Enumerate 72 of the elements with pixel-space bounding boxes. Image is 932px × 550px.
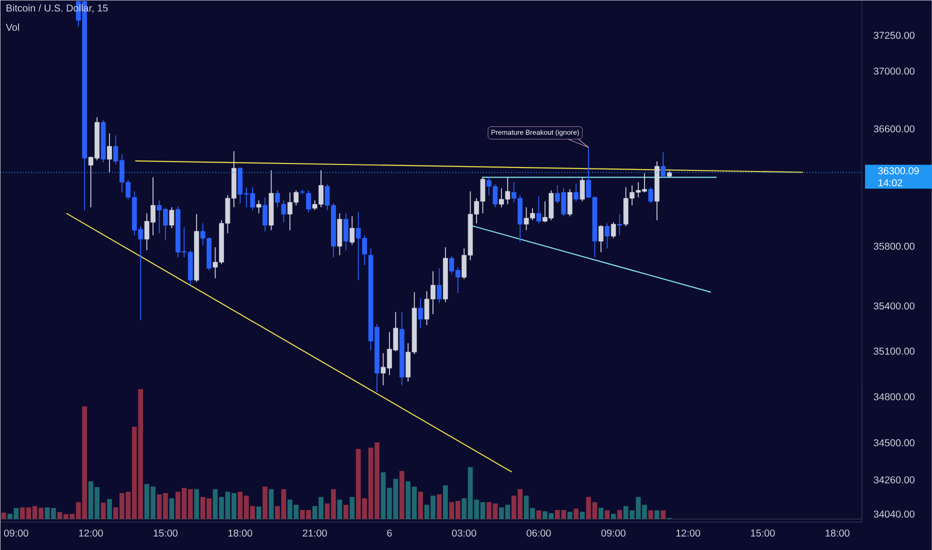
x-tick-label: 6 xyxy=(387,530,392,537)
candlestick xyxy=(436,268,442,304)
bar xyxy=(436,494,442,520)
bar xyxy=(268,489,274,520)
bar xyxy=(660,510,666,520)
bar xyxy=(567,512,572,520)
candlestick xyxy=(660,152,666,178)
candlestick xyxy=(580,176,585,202)
bar xyxy=(598,508,604,520)
x-tick-label: 06:00 xyxy=(526,530,551,537)
chart-title: Vol xyxy=(6,24,19,31)
y-tick-label: 34040.00 xyxy=(874,510,914,518)
bar xyxy=(399,470,404,520)
candlestick xyxy=(262,196,268,232)
candlestick xyxy=(169,206,174,229)
candlestick xyxy=(604,222,610,249)
x-tick-label: 03:00 xyxy=(452,530,476,537)
bar xyxy=(343,504,348,520)
candlestick xyxy=(281,200,286,223)
candlestick xyxy=(350,216,355,246)
candlestick xyxy=(256,200,262,214)
bar xyxy=(350,496,355,520)
bar xyxy=(100,502,106,520)
candlestick xyxy=(648,186,654,204)
bar xyxy=(536,510,542,520)
candlestick xyxy=(343,212,348,251)
y-tick-label: 36600.00 xyxy=(874,125,914,132)
y-tick-label: 34800.00 xyxy=(874,393,914,400)
y-tick-label: 37250.00 xyxy=(874,32,914,39)
y-tick-label: 35800.00 xyxy=(874,242,914,250)
bar xyxy=(337,500,342,520)
text: 14:02 xyxy=(878,179,902,186)
bar xyxy=(418,492,423,520)
candlestick xyxy=(574,182,579,202)
x-tick-label: 18:00 xyxy=(826,530,850,537)
bar xyxy=(648,510,654,520)
candlestick xyxy=(107,132,112,173)
y-tick-label: 34260.00 xyxy=(874,476,914,484)
y-tick-label: 35100.00 xyxy=(874,348,914,355)
x-tick-label: 09:00 xyxy=(601,530,626,537)
bar xyxy=(107,499,112,520)
x-tick-label: 12:00 xyxy=(676,530,700,537)
bar xyxy=(617,510,622,520)
bar xyxy=(262,486,268,520)
candlestick xyxy=(598,224,604,253)
x-tick-label: 12:00 xyxy=(79,530,103,537)
ref-line-label: 36300.09 xyxy=(878,167,919,174)
candlestick xyxy=(418,298,423,329)
bar xyxy=(169,498,174,520)
candlestick xyxy=(275,190,280,208)
bar xyxy=(256,506,262,520)
x-tick-label: 09:00 xyxy=(4,530,28,537)
candlestick xyxy=(306,190,312,213)
x-tick-label: 18:00 xyxy=(228,530,252,537)
candlestick xyxy=(300,188,305,195)
y-tick-label: 37000.00 xyxy=(874,68,914,75)
candlestick xyxy=(567,188,572,217)
y-tick-label: 34500.00 xyxy=(874,439,914,446)
x-tick-label: 15:00 xyxy=(154,530,178,537)
candlestick xyxy=(617,214,622,236)
candlestick xyxy=(536,196,542,224)
x-tick-label: 21:00 xyxy=(302,530,327,537)
bar xyxy=(574,508,579,520)
bar xyxy=(443,485,448,520)
candlestick xyxy=(610,222,616,239)
x-tick-label: 15:00 xyxy=(751,530,775,537)
bar xyxy=(604,510,610,520)
bar xyxy=(194,489,200,520)
bar xyxy=(610,514,616,520)
y-tick-label: 35400.00 xyxy=(874,302,914,310)
bar xyxy=(1,512,6,520)
bar xyxy=(654,510,660,520)
